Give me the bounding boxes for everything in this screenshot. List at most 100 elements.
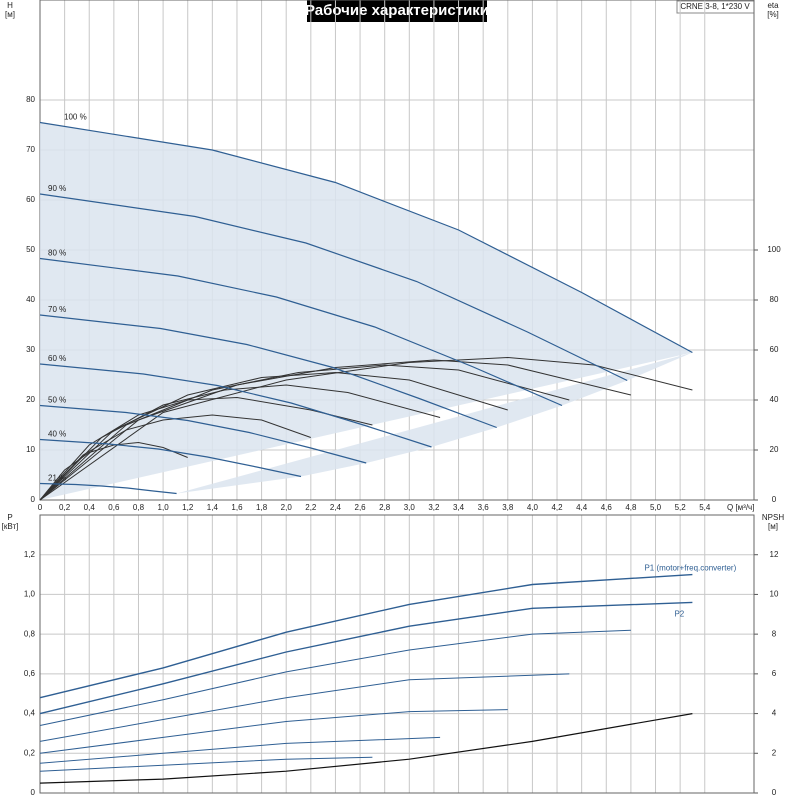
y2-tick-label: 0 <box>772 788 777 797</box>
y2-tick-label: 100 <box>767 245 781 254</box>
x-tick-label: 0,2 <box>59 503 71 512</box>
speed-label: 50 % <box>48 396 66 405</box>
y-tick-label: 40 <box>26 295 35 304</box>
y2-label: eta <box>767 1 779 10</box>
power-curve <box>39 736 441 764</box>
y-label: H <box>7 1 13 10</box>
head-curve <box>39 363 432 448</box>
speed-label: 60 % <box>48 354 66 363</box>
power-curve <box>39 601 693 715</box>
y-tick-label: 10 <box>26 445 35 454</box>
y-tick-label: 0,6 <box>24 669 36 678</box>
x-tick-label: 1,2 <box>182 503 194 512</box>
x-tick-label: 4,0 <box>527 503 539 512</box>
x-tick-label: 2,8 <box>379 503 391 512</box>
x-tick-label: 0 <box>38 503 43 512</box>
power-curve <box>39 573 693 699</box>
y-tick-label: 20 <box>26 395 35 404</box>
head-curve <box>39 193 628 382</box>
x-tick-label: 3,0 <box>404 503 416 512</box>
y2-tick-label: 4 <box>772 709 777 718</box>
x-tick-label: 1,8 <box>256 503 268 512</box>
head-curve <box>39 257 563 407</box>
x-tick-label: 5,4 <box>699 503 711 512</box>
x-tick-label: 4,4 <box>576 503 588 512</box>
y-tick-label: 30 <box>26 345 35 354</box>
y-tick-label: 70 <box>26 145 35 154</box>
y-tick-label: 0 <box>31 788 36 797</box>
power-curve <box>39 756 373 772</box>
y-tick-label: 50 <box>26 245 35 254</box>
y-tick-label: 0,4 <box>24 709 36 718</box>
y-tick-label: 1,2 <box>24 550 36 559</box>
y2-tick-label: 0 <box>772 495 777 504</box>
x-tick-label: 0,8 <box>133 503 145 512</box>
speed-label: 100 % <box>64 113 87 122</box>
y2-unit: [%] <box>767 10 779 19</box>
y2-tick-label: 10 <box>770 590 779 599</box>
x-tick-label: 4,8 <box>625 503 637 512</box>
x-tick-label: 2,6 <box>355 503 367 512</box>
y2-tick-label: 6 <box>772 669 777 678</box>
x-tick-label: 1,4 <box>207 503 219 512</box>
x-tick-label: 1,0 <box>158 503 170 512</box>
x-tick-label: 4,2 <box>551 503 563 512</box>
speed-label: 90 % <box>48 184 66 193</box>
head-curve <box>39 438 302 478</box>
y-tick-label: 0,2 <box>24 748 36 757</box>
y-tick-label: 80 <box>26 95 35 104</box>
x-tick-label: 3,2 <box>428 503 440 512</box>
y2-tick-label: 80 <box>770 295 779 304</box>
power-curve <box>39 673 570 742</box>
head-curve <box>39 121 693 354</box>
x-tick-label: 4,6 <box>601 503 613 512</box>
head-curve <box>39 482 177 495</box>
y2-tick-label: 8 <box>772 629 777 638</box>
x-label: Q [м³/ч] <box>727 503 754 512</box>
speed-label: 40 % <box>48 430 66 439</box>
y2-label: NPSH <box>762 513 784 522</box>
speed-label: 80 % <box>48 249 66 258</box>
x-tick-label: 3,4 <box>453 503 465 512</box>
x-tick-label: 0,4 <box>84 503 96 512</box>
y2-tick-label: 40 <box>770 395 779 404</box>
power-curve <box>39 709 508 754</box>
x-tick-label: 2,0 <box>281 503 293 512</box>
y2-tick-label: 2 <box>772 748 777 757</box>
legend-label: P1 (motor+freq.converter) <box>644 564 736 573</box>
y-tick-label: 1,0 <box>24 590 36 599</box>
x-tick-label: 2,4 <box>330 503 342 512</box>
chart-title: Рабочие характеристики <box>305 2 489 19</box>
y2-tick-label: 20 <box>770 445 779 454</box>
x-tick-label: 2,2 <box>305 503 317 512</box>
x-tick-label: 0,6 <box>108 503 120 512</box>
npsh-curve <box>39 713 693 784</box>
y-unit: [кВт] <box>2 522 19 531</box>
title-box <box>307 0 487 22</box>
y-label: P <box>7 513 12 522</box>
y2-tick-label: 12 <box>770 550 779 559</box>
legend-label: P2 <box>674 609 684 618</box>
x-tick-label: 3,6 <box>478 503 490 512</box>
speed-label: 70 % <box>48 305 66 314</box>
y-tick-label: 0 <box>31 495 36 504</box>
speed-label: 21 % <box>48 474 66 483</box>
power-curve <box>39 629 631 726</box>
x-tick-label: 3,8 <box>502 503 514 512</box>
model-label: CRNE 3-8, 1*230 V <box>680 2 750 11</box>
y-tick-label: 0,8 <box>24 629 36 638</box>
operating-area <box>40 122 693 500</box>
y-tick-label: 60 <box>26 195 35 204</box>
head-curve <box>39 404 367 464</box>
x-tick-label: 5,2 <box>675 503 687 512</box>
y2-unit: [м] <box>768 522 778 531</box>
x-tick-label: 5,0 <box>650 503 662 512</box>
y-unit: [м] <box>5 10 15 19</box>
eta-curve <box>39 396 373 501</box>
x-tick-label: 1,6 <box>231 503 243 512</box>
head-curve <box>39 314 497 429</box>
y2-tick-label: 60 <box>770 345 779 354</box>
eta-curve <box>39 414 311 501</box>
